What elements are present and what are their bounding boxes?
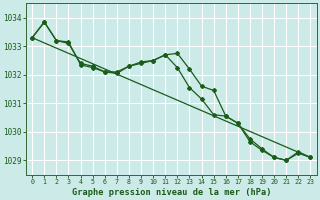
X-axis label: Graphe pression niveau de la mer (hPa): Graphe pression niveau de la mer (hPa): [72, 188, 271, 197]
